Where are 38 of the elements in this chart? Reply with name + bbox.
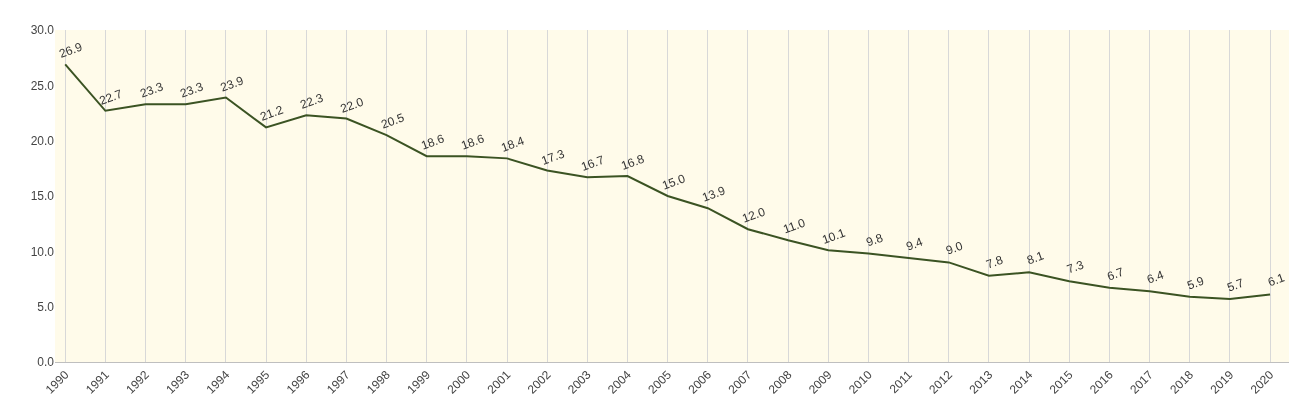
- y-tick-label: 15.0: [30, 189, 55, 204]
- data-label: 6.7: [1105, 264, 1126, 284]
- data-label: 18.6: [459, 131, 487, 153]
- data-label: 6.1: [1265, 270, 1287, 290]
- data-label: 8.1: [1024, 248, 1046, 268]
- y-tick-label: 20.0: [30, 133, 55, 148]
- y-tick-label: 10.0: [30, 244, 55, 259]
- data-label: 15.0: [660, 171, 688, 193]
- data-label: 23.3: [138, 79, 166, 101]
- data-label: 21.2: [258, 102, 286, 124]
- data-label: 23.9: [218, 73, 246, 95]
- data-label: 22.7: [97, 86, 125, 108]
- data-label: 5.7: [1225, 275, 1246, 295]
- y-tick-label: 25.0: [30, 78, 55, 93]
- data-label: 7.3: [1065, 257, 1086, 277]
- data-label: 22.3: [298, 90, 326, 112]
- data-label: 23.3: [178, 79, 206, 101]
- data-label: 9.0: [944, 238, 965, 258]
- data-label: 6.4: [1145, 267, 1166, 287]
- data-label: 22.0: [338, 94, 366, 116]
- data-label: 13.9: [700, 183, 728, 205]
- data-label: 17.3: [539, 146, 567, 168]
- data-label: 10.1: [820, 225, 848, 247]
- data-label: 16.8: [619, 151, 647, 173]
- data-label: 26.9: [57, 39, 85, 61]
- y-tick-label: 0.0: [37, 355, 55, 370]
- data-label: 16.7: [579, 152, 607, 174]
- data-label: 5.9: [1185, 273, 1206, 293]
- data-label: 18.6: [419, 131, 447, 153]
- data-label: 20.5: [379, 110, 407, 132]
- data-label: 9.8: [864, 230, 886, 250]
- data-label: 9.4: [904, 234, 925, 254]
- data-label: 18.4: [499, 133, 527, 155]
- data-label: 12.0: [740, 204, 768, 226]
- data-label: 7.8: [984, 252, 1006, 272]
- y-tick-label: 30.0: [30, 23, 55, 38]
- y-tick-label: 5.0: [37, 299, 55, 314]
- data-label: 11.0: [781, 215, 808, 237]
